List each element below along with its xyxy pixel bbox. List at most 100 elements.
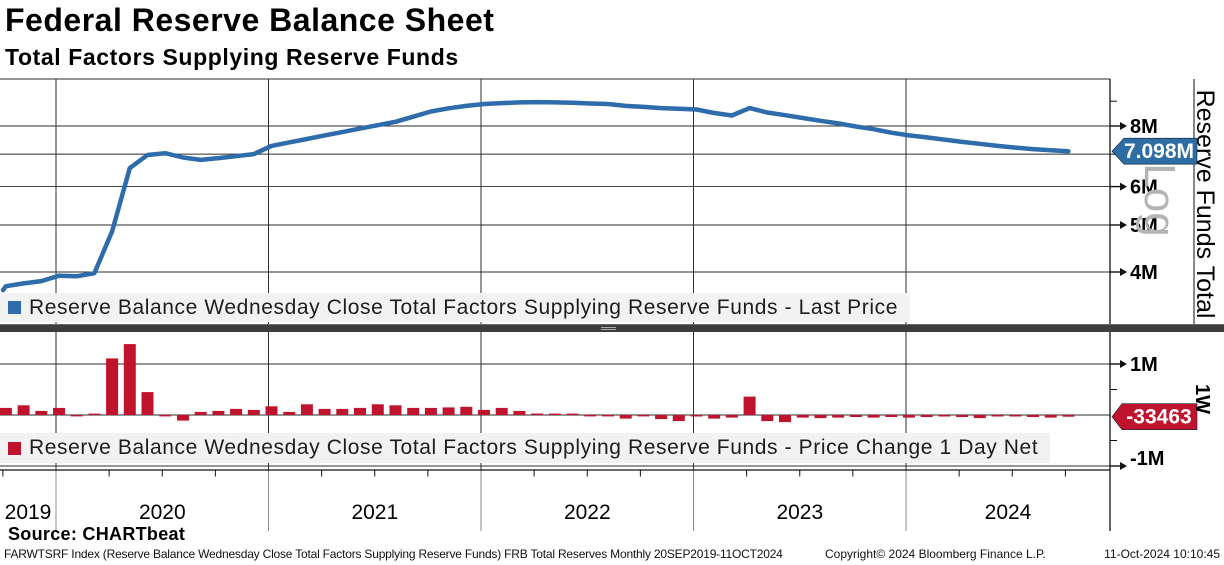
tick-arrow-icon [1120,182,1127,191]
bar-price-change [141,392,154,415]
tick-arrow-icon [1120,267,1127,276]
year-label: 2022 [564,501,611,524]
bar-price-change [300,404,313,415]
bar-price-change [442,407,455,415]
bar-price-change [123,344,136,415]
axis-tick-label: 6M [1130,177,1158,199]
legend-last-price-label: Reserve Balance Wednesday Close Total Fa… [29,295,898,319]
bar-price-change [637,415,650,417]
bar-price-change [814,415,827,419]
bar-price-change [389,405,402,415]
last-change-badge-text: -33463 [1126,406,1191,429]
bar-price-change [885,415,898,417]
bar-price-change [1027,415,1039,417]
bar-price-change [53,407,65,415]
bar-price-change [194,411,207,415]
bar-price-change [283,411,296,415]
bar-price-change [619,415,632,419]
panel-splitter[interactable] [0,324,1224,332]
axis-tick-label: 8M [1130,116,1158,138]
bar-price-change [584,415,597,417]
footer-timestamp: 11-Oct-2024 10:10:45 [1104,547,1220,561]
tick-arrow-icon [1120,220,1127,229]
tick-arrow-icon [1120,462,1127,470]
legend-price-change: Reserve Balance Wednesday Close Total Fa… [0,433,1051,463]
year-label: 2021 [351,501,398,524]
splitter-grip-icon [601,326,616,331]
last-price-badge [1111,137,1198,165]
tick-arrow-icon [1120,122,1127,130]
bar-price-change [973,415,986,419]
bar-price-change [88,413,101,415]
year-label: 2024 [985,501,1032,524]
last-price-line [0,99,1071,293]
bar-price-change [513,410,526,415]
legend-price-change-label: Reserve Balance Wednesday Close Total Fa… [29,436,1039,459]
last-price-badge-text: 7.098M [1124,140,1194,163]
bar-price-change [849,415,862,417]
bar-price-change [832,415,845,418]
source-line: Source: CHARTbeat [8,524,186,544]
bar-price-change [956,415,969,417]
footer-copyright: Copyright© 2024 Bloomberg Finance L.P. [825,547,1046,561]
bar-price-change [35,410,48,415]
bar-price-change [655,415,668,420]
bar-price-change [796,415,809,418]
bar-price-change [17,405,30,415]
bar-price-change [761,415,774,422]
log-scale-label: Log [1135,163,1184,236]
bar-price-change [602,415,614,417]
bar-price-change [230,408,243,415]
bar-price-change [106,358,119,415]
bar-price-change [690,415,703,417]
bar-price-change [725,415,738,418]
bar-price-change [743,396,756,415]
bar-price-change [991,415,1004,417]
bar-series-swatch-icon [8,441,21,455]
axis-tick-label: 1M [1130,354,1158,376]
bar-price-change [938,415,951,417]
bar-price-change [371,404,384,415]
bar-price-change [867,415,880,418]
axis-tick-label: 4M [1130,262,1158,284]
bar-price-change [548,413,561,415]
bar-price-change [903,415,915,418]
year-label: 2019 [5,501,52,524]
page-subtitle: Total Factors Supplying Reserve Funds [5,44,459,70]
right-axis-title: Reserve Funds Total [1191,90,1219,319]
bar-price-change [177,415,189,421]
bar-price-change [247,409,260,415]
bar-price-change [779,415,791,423]
bar-price-change [1044,415,1057,418]
bar-price-change [1009,415,1022,417]
bar-price-change [478,409,490,415]
bar-price-change [318,408,331,415]
bar-price-change [920,415,933,417]
bar-price-change [159,415,172,417]
bar-price-change [566,413,579,415]
bar-price-change [495,407,508,415]
bar-price-change [672,415,685,422]
bar-price-change [1062,415,1075,417]
bar-price-change [212,410,225,415]
period-label: 1W [1191,384,1213,414]
footer-ticker-info: FARWTSRF Index (Reserve Balance Wednesda… [4,547,783,561]
bar-price-change [708,415,721,419]
bar-price-change [531,413,544,415]
bar-price-change [407,407,420,415]
bar-price-change [0,407,12,415]
legend-last-price: Reserve Balance Wednesday Close Total Fa… [0,293,910,322]
year-label: 2023 [776,501,823,524]
bar-price-change [460,406,473,415]
tick-arrow-icon [1120,360,1127,368]
last-change-badge [1111,403,1198,431]
axis-tick-label: -1M [1130,448,1164,470]
bar-price-change [70,415,83,417]
bar-price-change [265,406,278,415]
axis-tick-label: 5M [1130,215,1158,237]
page-title: Federal Reserve Balance Sheet [5,2,495,38]
bar-price-change [424,407,437,415]
bar-price-change [336,408,349,415]
